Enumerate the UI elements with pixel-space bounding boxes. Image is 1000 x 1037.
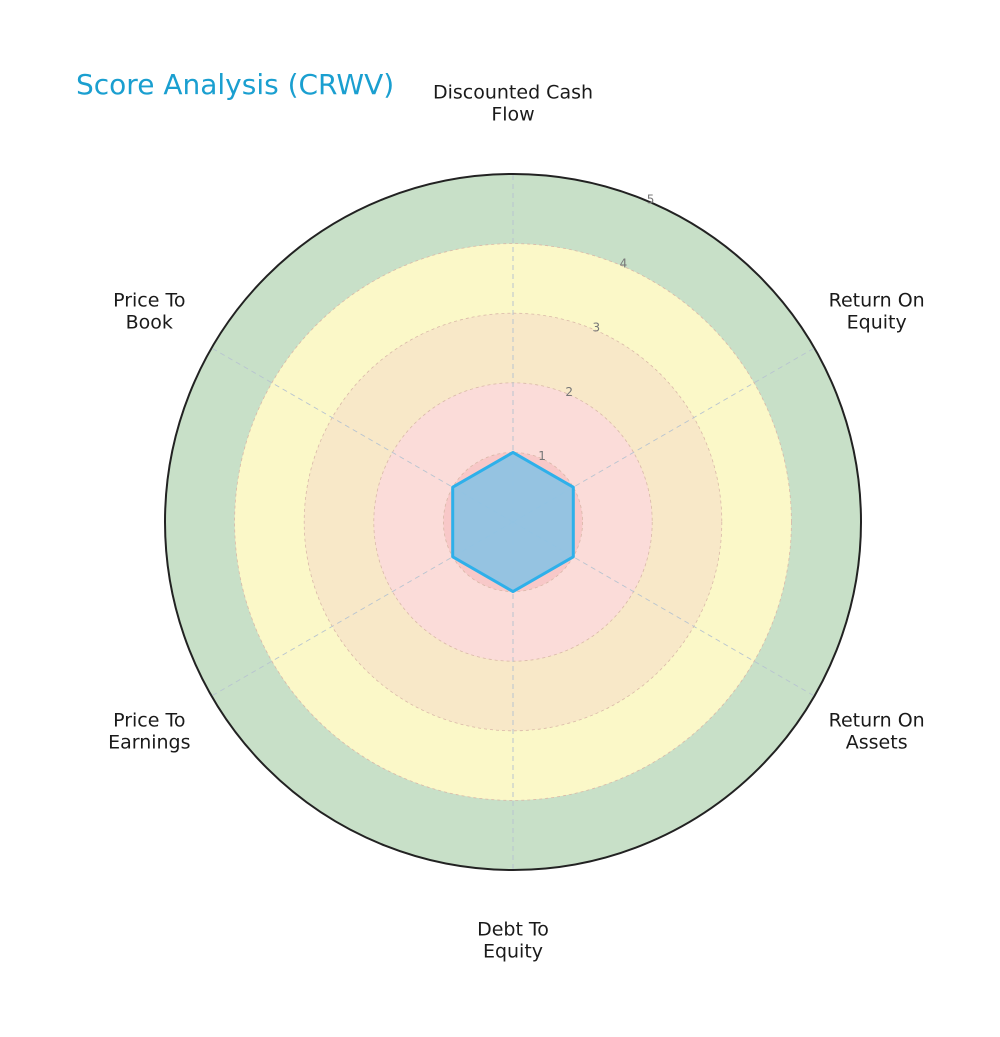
category-label: Discounted Cash Flow <box>433 82 593 126</box>
category-labels: Discounted Cash Flow Return On Equity Return… <box>108 82 925 963</box>
r-tick-label: 4 <box>620 257 628 271</box>
category-label: Price To Book <box>113 290 185 334</box>
category-label: Debt To Equity <box>477 919 549 963</box>
series-polygon <box>451 450 575 594</box>
chart-title: Score Analysis (CRWV) <box>76 68 395 101</box>
category-label: Price To Earnings <box>108 710 190 754</box>
data-series <box>451 450 575 594</box>
r-tick-label: 3 <box>592 321 600 335</box>
radial-tick-labels: 1 2 3 4 5 <box>538 192 654 462</box>
category-label: Return On Assets <box>829 710 925 754</box>
r-tick-label: 5 <box>647 192 655 206</box>
r-tick-label: 2 <box>565 385 573 399</box>
r-tick-label: 1 <box>538 449 546 463</box>
category-label: Return On Equity <box>829 290 925 334</box>
